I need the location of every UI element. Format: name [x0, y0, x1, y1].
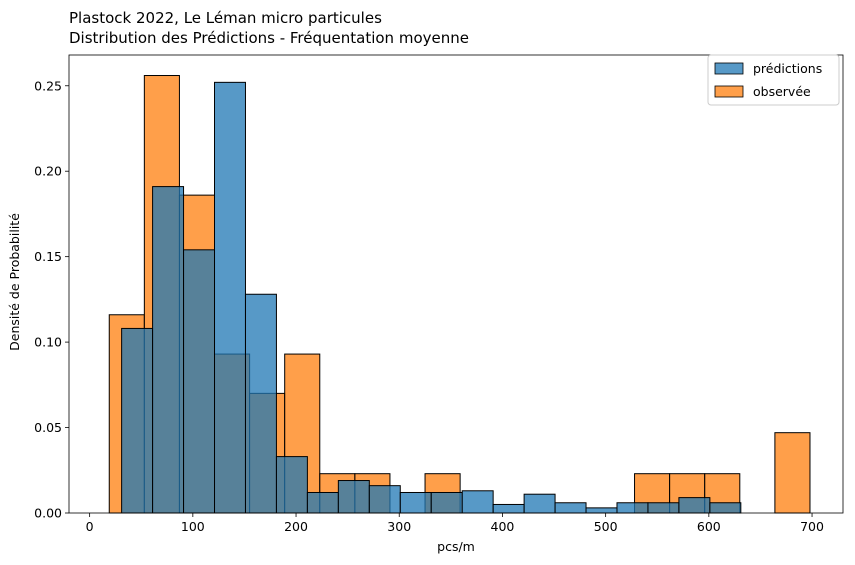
y-axis-ticks: 0.00 0.05 0.10 0.15 0.20 0.25: [34, 78, 69, 521]
y-tick-label-4: 0.20: [34, 164, 62, 179]
bars-blue-bin-15: [585, 507, 618, 514]
bars-blue-bin-0: [121, 327, 154, 514]
y-tick-label-5: 0.25: [34, 78, 62, 93]
bars-blue-bin-18: [678, 497, 711, 514]
bars-blue-bin-7: [337, 480, 370, 514]
bars-blue-bin-17: [647, 502, 680, 514]
bars-blue-bin-5: [275, 456, 308, 514]
x-axis-label: pcs/m: [437, 539, 475, 554]
x-tick-label-1: 100: [181, 519, 205, 534]
y-tick-label-0: 0.00: [34, 506, 62, 521]
plot-frame: [68, 54, 844, 514]
x-tick-label-0: 0: [86, 519, 94, 534]
bars-blue-bin-8: [368, 485, 401, 514]
bars-blue-bin-4: [244, 293, 277, 514]
bars-blue-bin-16: [616, 502, 649, 514]
bars-blue-bin-9: [399, 491, 432, 514]
chart-title: Plastock 2022, Le Léman micro particules: [69, 9, 382, 27]
x-tick-label-6: 600: [697, 519, 721, 534]
x-tick-label-2: 200: [284, 519, 308, 534]
legend-swatch-predictions: [714, 62, 744, 75]
bars-blue-bin-10: [430, 491, 463, 514]
legend-label-observee: observée: [753, 84, 811, 99]
x-axis-ticks: 0 100 200 300 400 500 600 700: [86, 513, 824, 534]
legend-label-predictions: prédictions: [753, 61, 822, 76]
bars-blue-bin-1: [152, 186, 185, 514]
y-tick-label-1: 0.05: [34, 420, 62, 435]
bars-blue-bin-6: [306, 491, 339, 514]
bars-blue-bin-13: [523, 493, 556, 514]
bars-blue-bin-11: [461, 490, 494, 514]
predictions-bars: [121, 81, 742, 514]
bars-blue-bin-19: [709, 502, 742, 514]
bars-blue-bin-12: [492, 503, 525, 514]
y-tick-label-3: 0.15: [34, 249, 62, 264]
x-tick-label-7: 700: [800, 519, 824, 534]
bars-blue-bin-14: [554, 502, 587, 514]
bars-orange-bin-12: [774, 432, 811, 514]
bars-blue-bin-3: [214, 81, 246, 514]
bars-blue-bin-2: [183, 249, 216, 514]
y-axis-label: Densité de Probabilité: [7, 213, 22, 351]
x-tick-label-4: 400: [491, 519, 515, 534]
y-tick-label-2: 0.10: [34, 335, 62, 350]
chart-subtitle: Distribution des Prédictions - Fréquenta…: [69, 29, 469, 47]
legend-swatch-observee: [714, 85, 744, 98]
x-tick-label-5: 500: [594, 519, 618, 534]
legend: prédictions observée: [707, 54, 840, 106]
x-tick-label-3: 300: [387, 519, 411, 534]
